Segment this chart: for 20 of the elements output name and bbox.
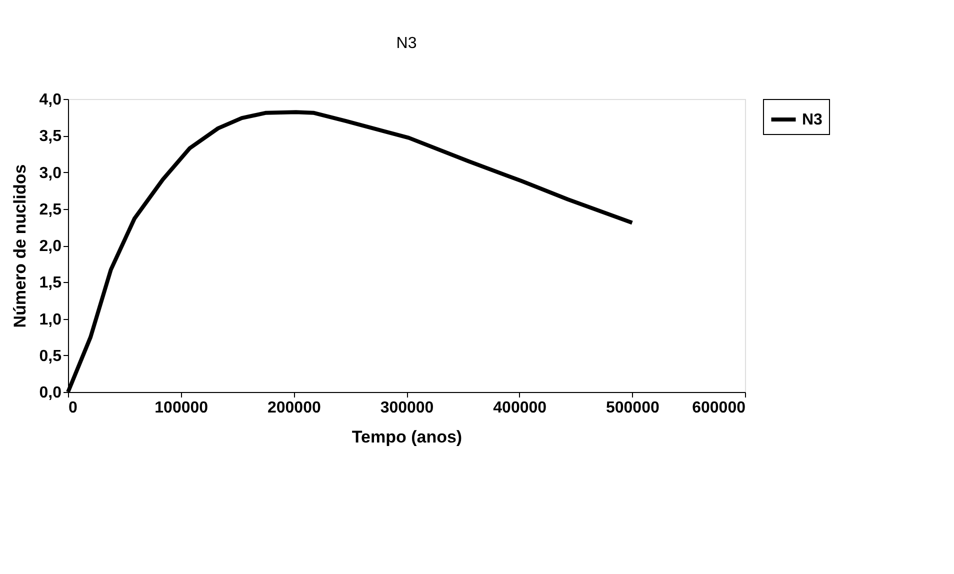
y-axis-title: Número de nuclidos	[10, 164, 30, 328]
x-tick-label: 300000	[380, 400, 434, 416]
y-tick-label: 3,5	[39, 128, 62, 146]
y-tick-label: 1,0	[39, 311, 62, 328]
y-tick-label: 0,0	[39, 384, 62, 402]
x-tick-label: 200000	[267, 400, 321, 416]
x-tick-label: 0	[68, 400, 78, 416]
x-tick-label: 500000	[606, 400, 660, 416]
y-tick-label: 3,0	[39, 164, 62, 182]
y-tick-label: 2,5	[39, 201, 62, 218]
legend-label: N3	[802, 112, 823, 128]
y-tick-label: 2,0	[39, 238, 62, 255]
x-tick-label: 400000	[493, 400, 547, 416]
y-tick-label: 0,5	[39, 348, 62, 365]
x-tick-label: 600000	[692, 400, 746, 416]
x-axis-title: Tempo (anos)	[352, 428, 462, 446]
y-tick-label: 1,5	[39, 274, 62, 292]
x-tick-label: 100000	[154, 400, 208, 416]
chart-title: N3	[396, 35, 417, 52]
y-tick-label: 4,0	[39, 92, 62, 108]
